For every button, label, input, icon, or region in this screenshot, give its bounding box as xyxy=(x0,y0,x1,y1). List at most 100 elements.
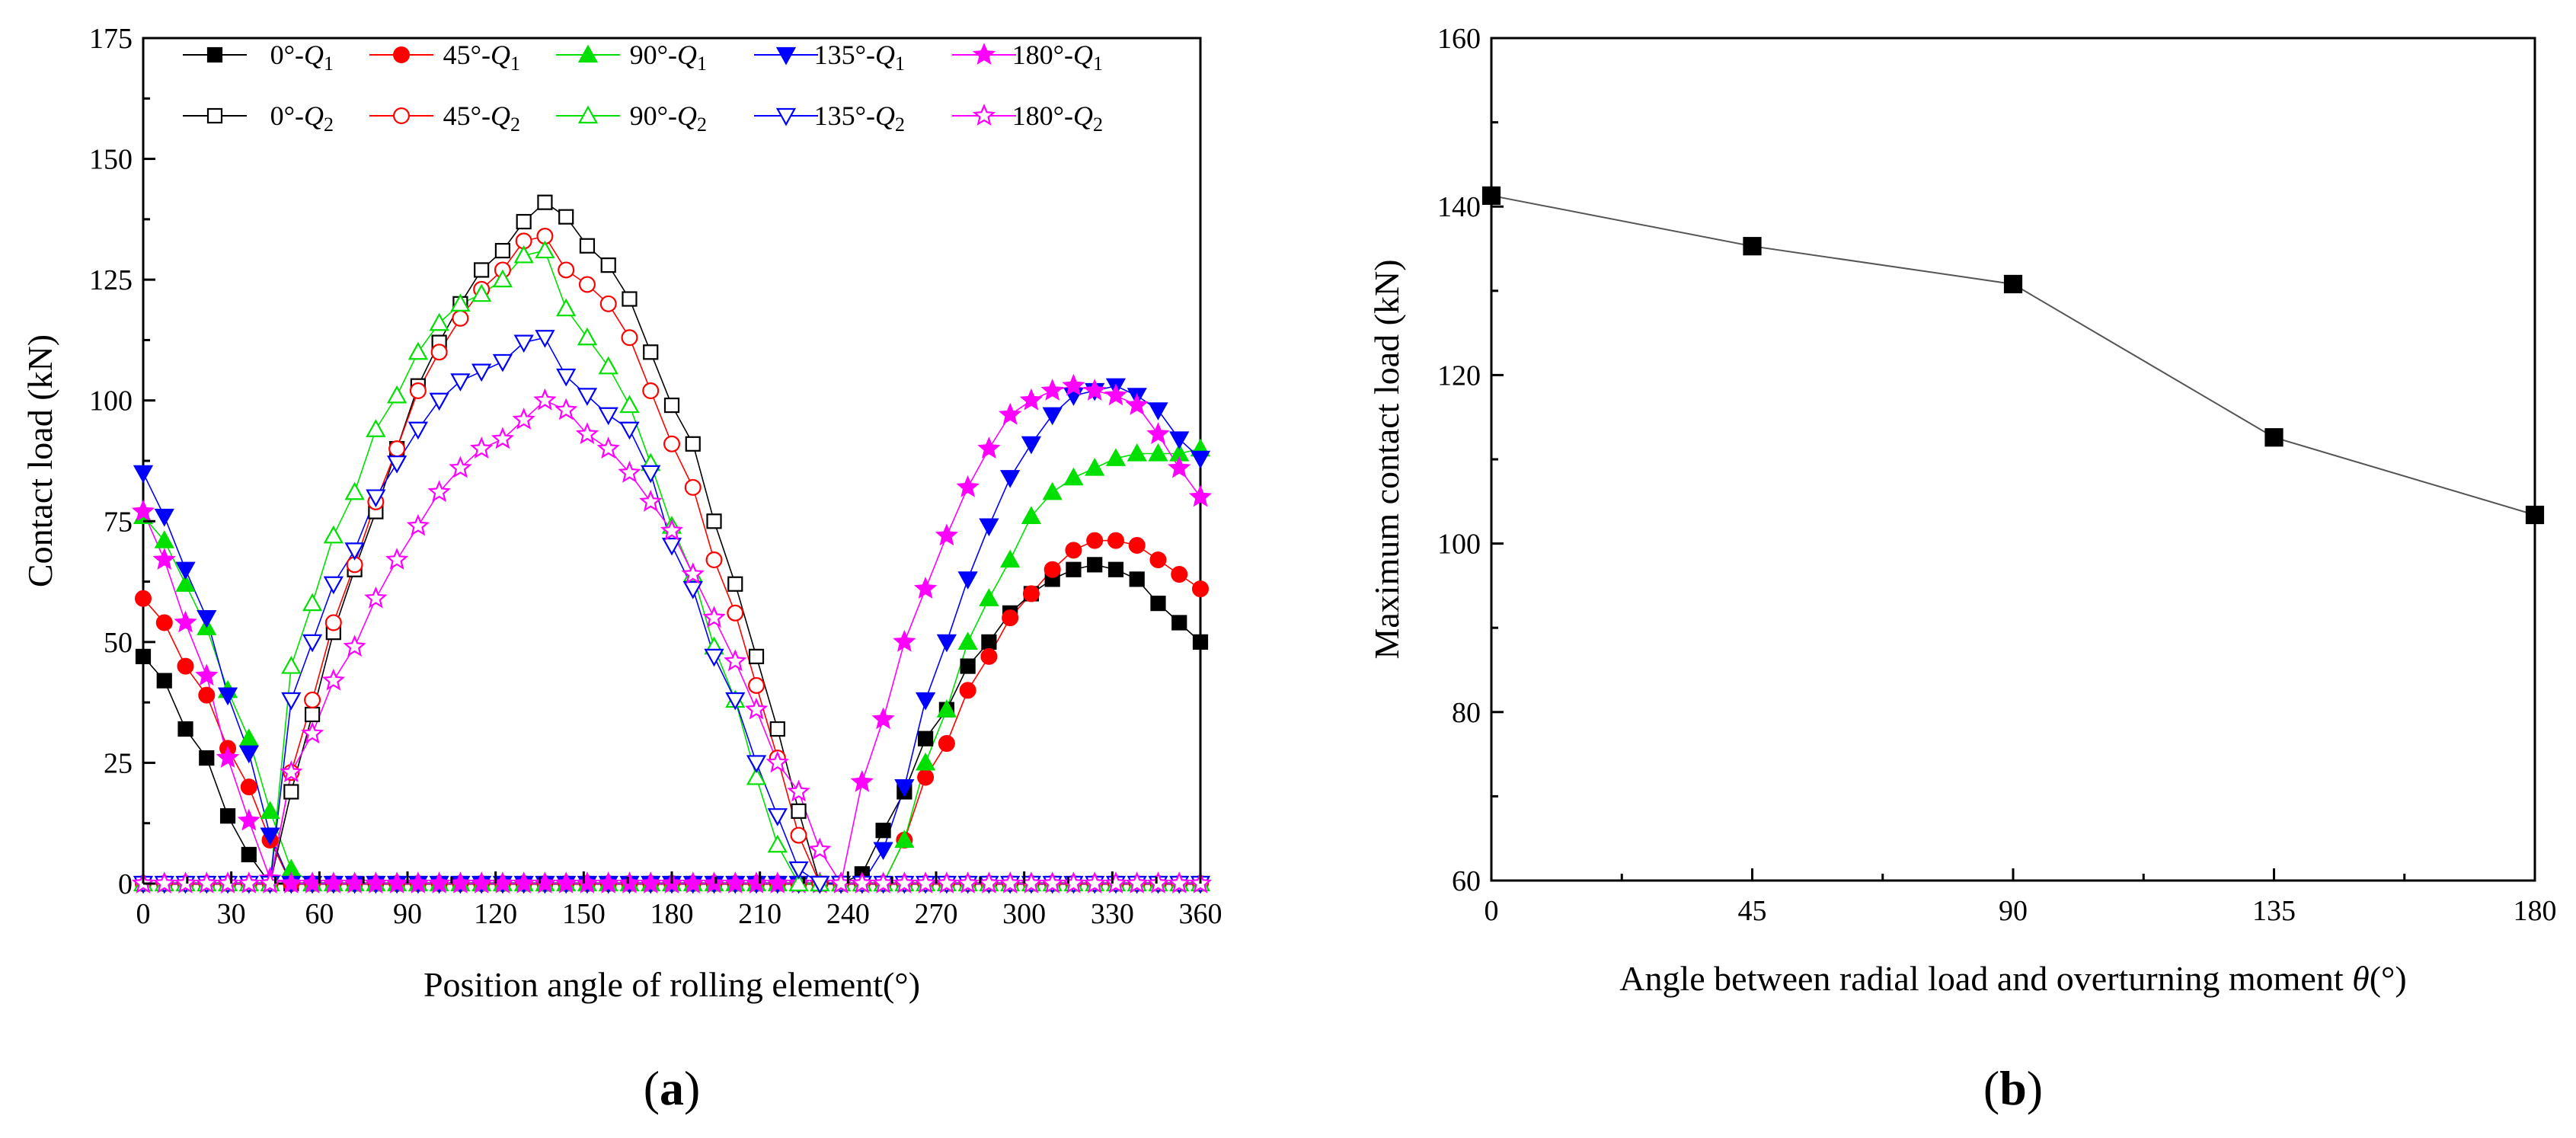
series-9-point xyxy=(513,334,534,353)
x-tick-label-a: 150 xyxy=(562,898,606,930)
series-8-point xyxy=(387,385,407,404)
series-4-point xyxy=(957,571,978,590)
series-1-point xyxy=(960,658,976,674)
legend-label-angle: 45°- xyxy=(443,40,491,70)
series-5-point xyxy=(998,402,1022,425)
series-10-point xyxy=(216,871,240,893)
series-9-point xyxy=(556,368,577,387)
series-9-point xyxy=(788,861,809,880)
series-1-point xyxy=(1150,596,1166,612)
series-1-point xyxy=(1087,557,1103,573)
series-4-point xyxy=(916,692,936,711)
plot-area-a xyxy=(142,37,1202,885)
series-10-point xyxy=(596,436,620,459)
series-1-point xyxy=(1107,561,1124,577)
series-6-point xyxy=(494,242,511,259)
series-7-point xyxy=(409,382,427,400)
series-9-point xyxy=(302,634,323,653)
series-2-point xyxy=(1022,585,1040,603)
series-4-point xyxy=(1190,450,1211,469)
plot-area-b xyxy=(1490,37,2536,882)
series-10-point xyxy=(321,668,346,691)
series-10-point xyxy=(427,480,451,503)
series-8-point xyxy=(344,481,365,500)
series-5-point xyxy=(618,871,641,893)
series-3-point xyxy=(957,631,978,650)
series-6-point xyxy=(769,721,785,737)
series-5-point xyxy=(681,871,705,893)
series-5-point xyxy=(744,871,769,893)
series-6-point xyxy=(516,213,532,230)
series-5-point xyxy=(850,769,874,792)
series-9-point xyxy=(746,755,767,773)
series-5-point xyxy=(724,871,747,893)
series-9-point xyxy=(535,330,555,348)
series-4-point xyxy=(154,508,174,527)
series-5-point xyxy=(469,871,494,893)
series-9-point xyxy=(429,392,449,411)
y-tick-label-b: 100 xyxy=(1437,529,1481,561)
legend-label-sub: 1 xyxy=(510,53,520,75)
series-3-point xyxy=(916,752,936,771)
series-10-point xyxy=(152,871,176,893)
legend-marker xyxy=(577,44,599,63)
series-5-point xyxy=(1188,484,1213,507)
legend-label-sub: 2 xyxy=(697,113,707,136)
panel-label-a-letter: a xyxy=(660,1061,684,1115)
series-7-point xyxy=(621,329,638,347)
series-8-point xyxy=(429,312,449,331)
y-tick-label-b: 60 xyxy=(1452,865,1481,897)
series-4-point xyxy=(238,745,259,764)
panel-label-b-open: ( xyxy=(1983,1061,1999,1115)
series-10-point xyxy=(469,436,494,459)
series-4-point xyxy=(217,687,238,706)
legend-label-q: Q xyxy=(304,40,324,70)
chart-panel-a: 0 30 60 90 120 150 180 210 240 270 300 330 360 0 25 50… xyxy=(21,23,1222,1115)
series-9-point xyxy=(810,875,830,894)
series-3-point xyxy=(1042,481,1063,500)
legend-label: 45°-Q2 xyxy=(443,101,520,136)
legend-marker xyxy=(972,104,996,126)
series-3-point xyxy=(894,830,915,849)
y-tick-label-a: 50 xyxy=(104,627,133,659)
max-load-point xyxy=(2264,428,2284,447)
series-8-point xyxy=(492,269,513,288)
legend-label-sub: 2 xyxy=(895,113,905,136)
series-6-point xyxy=(685,436,701,452)
x-tick-label-b: 90 xyxy=(1999,895,2028,927)
x-tick-label-a: 330 xyxy=(1091,898,1134,930)
series-7-point xyxy=(727,604,744,622)
series-10-point xyxy=(406,513,430,536)
series-5-point xyxy=(427,871,451,893)
series-8-point xyxy=(366,419,386,437)
series-9-point xyxy=(619,421,640,440)
series-5-point xyxy=(639,871,663,893)
series-9-point xyxy=(344,542,365,561)
series-3-point xyxy=(1148,443,1168,462)
series-2-point xyxy=(198,686,216,704)
series-10-point xyxy=(1062,871,1085,893)
series-9-point xyxy=(767,808,788,826)
legend-marker xyxy=(972,43,996,65)
x-tick-label-a: 30 xyxy=(217,898,246,930)
legend-label-q: Q xyxy=(677,40,697,70)
series-8-point xyxy=(577,327,598,346)
x-tick-label-b: 135 xyxy=(2252,895,2296,927)
series-8-point xyxy=(450,293,471,312)
series-2-point xyxy=(177,657,194,675)
x-tick-label-a: 240 xyxy=(826,898,870,930)
series-8-point xyxy=(746,766,767,785)
legend-a: 0°-Q1 45°-Q1 90°-Q1 135°-Q1 180°-Q10°-Q2 45°-… xyxy=(183,40,1103,136)
series-5-point xyxy=(321,871,346,893)
series-2-point xyxy=(1128,536,1146,554)
series-10-point xyxy=(1146,871,1170,893)
x-tick-label-a: 90 xyxy=(393,898,422,930)
x-tick-label-b: 45 xyxy=(1738,895,1767,927)
series-10-point xyxy=(639,490,663,512)
series-2-point xyxy=(1107,532,1124,549)
series-10-point xyxy=(1168,871,1191,893)
y-axis-label-b: Maximum contact load (kN) xyxy=(1367,259,1406,659)
series-9-point xyxy=(366,489,386,508)
legend-label-sub: 1 xyxy=(324,53,334,75)
